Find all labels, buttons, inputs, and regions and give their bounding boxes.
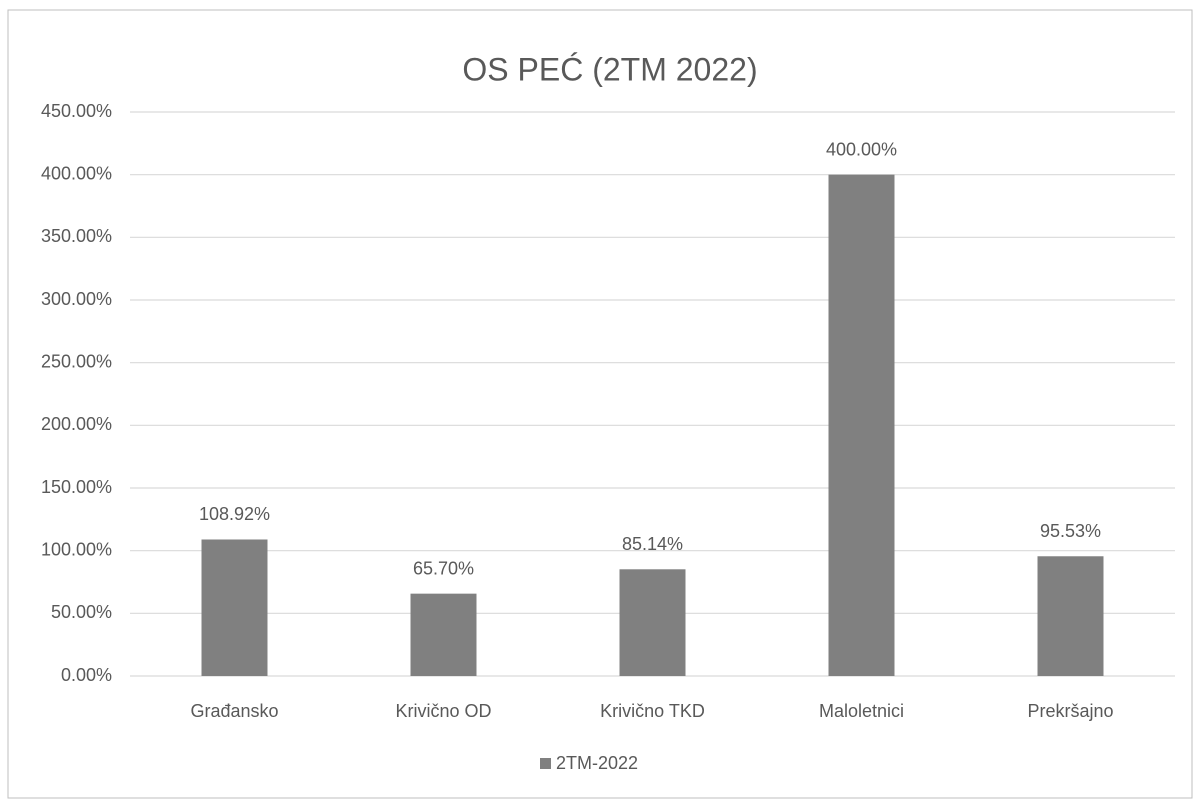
x-tick-label: Krivično OD — [395, 701, 491, 721]
bar — [1037, 556, 1104, 676]
chart-frame — [7, 9, 1193, 799]
y-tick-label: 0.00% — [61, 665, 112, 685]
y-tick-label: 200.00% — [41, 414, 112, 434]
bar — [828, 174, 895, 676]
y-tick-label: 150.00% — [41, 477, 112, 497]
chart-title: OS PEĆ (2TM 2022) — [462, 51, 757, 87]
bar — [410, 593, 477, 676]
bar — [201, 539, 268, 676]
bar — [619, 569, 686, 676]
y-tick-label: 250.00% — [41, 351, 112, 371]
y-tick-label: 100.00% — [41, 539, 112, 559]
x-tick-label: Građansko — [190, 701, 278, 721]
x-tick-label: Krivično TKD — [600, 701, 705, 721]
x-tick-label: Prekršajno — [1027, 701, 1113, 721]
legend-label: 2TM-2022 — [556, 753, 638, 773]
data-label: 95.53% — [1040, 521, 1101, 541]
data-label: 65.70% — [413, 558, 474, 578]
data-label: 85.14% — [622, 534, 683, 554]
legend-swatch — [540, 758, 551, 769]
data-label: 400.00% — [826, 139, 897, 159]
x-tick-label: Maloletnici — [819, 701, 904, 721]
y-tick-label: 350.00% — [41, 226, 112, 246]
y-tick-label: 300.00% — [41, 289, 112, 309]
data-label: 108.92% — [199, 504, 270, 524]
y-tick-label: 450.00% — [41, 101, 112, 121]
y-tick-label: 50.00% — [51, 602, 112, 622]
y-tick-label: 400.00% — [41, 163, 112, 183]
